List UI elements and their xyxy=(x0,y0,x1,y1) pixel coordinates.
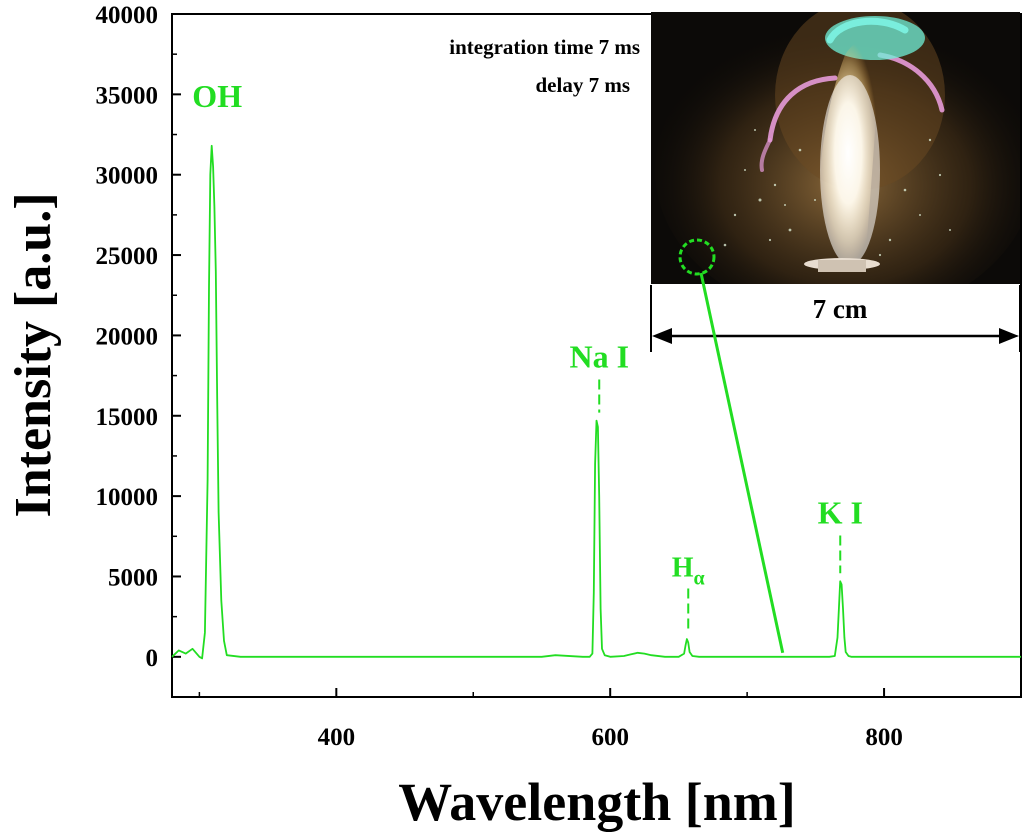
x-tick-label: 400 xyxy=(318,724,356,751)
measurement-spot-marker xyxy=(678,238,716,276)
measurement-pointer-line xyxy=(699,272,785,654)
y-tick-label: 40000 xyxy=(96,2,159,29)
y-tick-label: 20000 xyxy=(96,323,159,350)
plot-frame xyxy=(171,13,1022,698)
plasma-photo xyxy=(651,12,1020,284)
note-integration-time: integration time 7 ms xyxy=(449,35,640,59)
y-tick-label: 0 xyxy=(146,645,159,672)
spectrum-line xyxy=(171,144,1021,660)
note-delay: delay 7 ms xyxy=(536,73,631,97)
y-tick-label: 35000 xyxy=(96,82,159,109)
scale-bar: 7 cm xyxy=(650,285,1021,352)
y-tick-label: 15000 xyxy=(96,404,159,431)
y-tick-label: 5000 xyxy=(108,564,158,591)
scale-label: 7 cm xyxy=(813,294,868,324)
y-tick-label: 10000 xyxy=(96,484,159,511)
peak-label: K I xyxy=(818,494,863,530)
x-tick-label: 600 xyxy=(591,724,629,751)
y-axis-title: Intensity [a.u.] xyxy=(5,192,62,517)
x-axis-title: Wavelength [nm] xyxy=(398,772,796,832)
y-tick-label: 30000 xyxy=(96,163,159,190)
peak-label: OH xyxy=(192,78,242,114)
x-tick-label: 800 xyxy=(865,724,903,751)
peak-label: Na I xyxy=(569,339,629,375)
y-axis: 0 5000 10000 15000 20000 25000 30000 35000 40000 xyxy=(96,2,181,672)
peak-label: Hα xyxy=(672,552,705,589)
x-axis: 400 600 800 xyxy=(198,688,1022,751)
peak-labels: OH Na I Hα K I xyxy=(192,78,863,632)
y-tick-label: 25000 xyxy=(96,243,159,270)
